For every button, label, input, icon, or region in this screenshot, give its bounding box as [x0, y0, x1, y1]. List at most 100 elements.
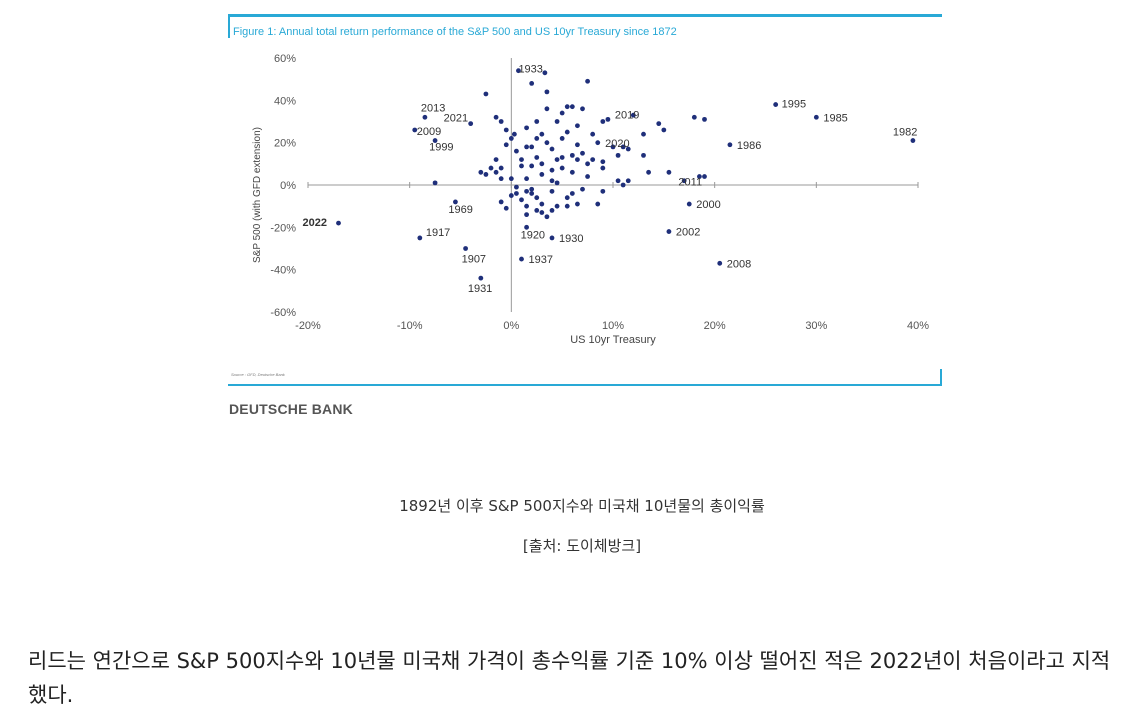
data-point-labeled — [336, 220, 341, 226]
data-point-labeled — [524, 224, 529, 230]
axes: -20% -10% 0% 10% 20% 30% 40% 60% 40% 20% 0% -20% -40… — [252, 53, 929, 346]
data-points — [336, 68, 916, 281]
data-point — [539, 172, 545, 177]
data-point — [534, 195, 540, 201]
y-tick-label: 20% — [274, 138, 296, 150]
x-axis-title: US 10yr Treasury — [570, 334, 656, 346]
data-point — [559, 165, 565, 171]
data-point — [656, 121, 662, 127]
article-paragraph: 리드는 연간으로 S&P 500지수와 10년물 미국채 가격이 총수익률 기준… — [28, 649, 1111, 707]
data-point — [569, 169, 575, 175]
data-point-labeled — [717, 260, 723, 266]
point-year-label: 2013 — [421, 102, 445, 114]
data-point — [529, 191, 535, 196]
data-point — [524, 144, 529, 150]
data-point — [493, 114, 499, 120]
point-year-label: 2009 — [417, 126, 441, 138]
data-point — [575, 142, 580, 148]
data-point — [508, 193, 514, 198]
point-year-label: 1917 — [426, 227, 450, 239]
point-year-label: 2021 — [444, 113, 468, 125]
x-tick-label: -10% — [397, 320, 423, 332]
data-point — [544, 214, 550, 220]
data-point-labeled — [910, 138, 916, 143]
scatter-chart: Figure 1: Annual total return performanc… — [228, 14, 942, 386]
data-point — [498, 199, 504, 205]
data-point — [514, 191, 519, 196]
point-year-label: 1969 — [448, 204, 472, 216]
data-point — [666, 169, 672, 175]
data-point — [519, 163, 524, 169]
data-point — [620, 182, 626, 188]
data-point — [595, 201, 601, 207]
data-point — [529, 81, 535, 86]
point-year-label: 2011 — [678, 177, 702, 189]
data-point — [498, 176, 504, 182]
point-year-label: 1920 — [521, 229, 545, 241]
data-point — [641, 152, 646, 158]
data-point — [549, 178, 555, 184]
data-point — [498, 165, 504, 171]
x-tick-label: 40% — [907, 320, 929, 332]
data-point-labeled — [697, 174, 702, 179]
data-point — [641, 131, 646, 137]
point-year-label: 2019 — [615, 109, 639, 121]
data-point-labeled — [686, 201, 692, 207]
data-point — [554, 203, 560, 209]
data-point — [524, 203, 529, 209]
data-point — [524, 176, 529, 182]
data-point — [534, 136, 540, 141]
data-point — [519, 157, 524, 163]
data-point — [498, 119, 504, 124]
data-point — [661, 127, 667, 133]
data-point — [524, 188, 529, 194]
data-point-labeled — [516, 68, 521, 74]
x-tick-label: -20% — [295, 320, 321, 332]
point-year-label: 1982 — [893, 127, 917, 139]
data-point — [625, 146, 631, 152]
data-point — [534, 119, 540, 124]
data-point — [549, 208, 555, 213]
data-point — [564, 195, 570, 201]
data-point — [524, 212, 529, 218]
point-year-label: 1907 — [462, 254, 486, 266]
image-caption: 1892년 이후 S&P 500지수와 미국채 10년물의 총이익률 — [399, 497, 765, 515]
data-point — [702, 174, 707, 179]
data-point — [534, 208, 540, 213]
data-point — [569, 104, 575, 110]
data-point — [503, 142, 509, 148]
data-point — [575, 157, 580, 163]
data-point-labeled — [422, 114, 428, 120]
data-point — [646, 169, 651, 175]
data-point — [615, 178, 621, 184]
y-tick-label: 0% — [280, 180, 296, 192]
y-axis-title: S&P 500 (with GFD extension) — [252, 127, 263, 263]
data-point-labeled — [432, 138, 438, 143]
data-point — [539, 161, 545, 167]
x-tick-label: 20% — [704, 320, 726, 332]
point-year-label: 2002 — [676, 227, 700, 239]
data-point — [483, 91, 489, 97]
data-point — [575, 201, 580, 207]
data-point — [493, 157, 499, 163]
data-point — [600, 159, 606, 165]
data-point — [630, 112, 636, 118]
data-point — [524, 125, 529, 131]
data-point — [493, 169, 499, 175]
data-point — [549, 146, 555, 152]
data-point — [539, 201, 545, 207]
data-point — [580, 106, 585, 112]
data-point — [569, 152, 575, 158]
data-point — [554, 180, 560, 186]
data-point — [564, 104, 570, 110]
data-point — [600, 165, 606, 171]
chart-figure: Figure 1: Annual total return performanc… — [228, 14, 942, 386]
data-point — [544, 89, 550, 95]
data-point — [503, 205, 509, 211]
data-point — [600, 188, 606, 194]
data-point-labeled — [412, 127, 418, 133]
data-point — [559, 110, 565, 116]
data-point-labeled — [478, 275, 484, 281]
point-year-label: 1995 — [782, 99, 806, 111]
